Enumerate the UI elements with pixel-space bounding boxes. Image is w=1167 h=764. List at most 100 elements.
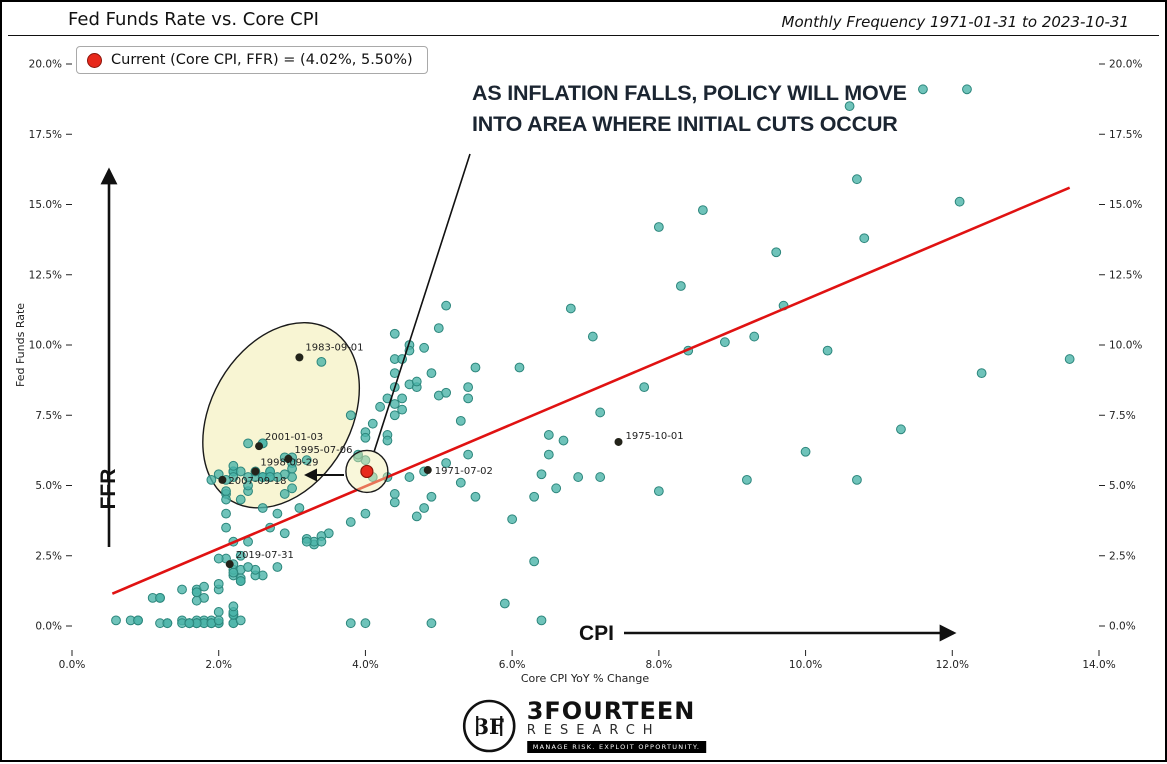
scatter-points — [111, 84, 1075, 629]
scatter-point — [213, 615, 224, 626]
scatter-point — [896, 424, 906, 435]
scatter-point — [213, 553, 224, 564]
y-tick-label-right: 12.5% — [1109, 269, 1142, 281]
scatter-point — [272, 562, 283, 572]
scatter-point — [213, 578, 224, 589]
annotation-callout: AS INFLATION FALLS, POLICY WILL MOVE INT… — [472, 78, 907, 140]
scatter-point — [111, 615, 121, 626]
scatter-point — [397, 404, 408, 415]
scatter-point — [287, 483, 297, 494]
scatter-point — [749, 331, 760, 342]
scatter-point — [184, 618, 195, 629]
scatter-point — [852, 474, 862, 485]
scatter-point — [162, 618, 173, 629]
scatter-point — [367, 418, 378, 429]
scatter-point — [345, 618, 356, 629]
scatter-point — [397, 393, 408, 404]
scatter-point — [543, 449, 554, 460]
scatter-point — [719, 337, 730, 348]
y-tick-label-right: 17.5% — [1109, 129, 1142, 141]
scatter-point — [852, 174, 862, 185]
y-tick-label: 5.0% — [35, 480, 62, 492]
axis-ticks: 0.0% 0.0% 2.5% 2.5% 5.0% 5.0% 7.5% 7.5% 10.0% 10.… — [29, 59, 1143, 672]
scatter-point — [976, 368, 987, 379]
scatter-point — [235, 550, 246, 561]
scatter-point — [697, 205, 708, 216]
scatter-point — [375, 401, 386, 412]
scatter-point — [573, 472, 584, 482]
scatter-point — [257, 503, 268, 513]
point-date-label: 2007-09-18 — [228, 476, 286, 487]
initial-cuts-ellipse — [202, 321, 361, 509]
ffr-arrow-label: FFR — [97, 469, 120, 510]
current-point-dot — [360, 464, 374, 479]
scatter-point — [206, 474, 217, 485]
point-date-label: 1995-07-06 — [294, 445, 352, 456]
current-point-marker-icon — [87, 52, 102, 68]
scatter-point — [389, 328, 400, 339]
annotation-pointer-line — [373, 153, 471, 453]
y-tick-label: 7.5% — [35, 410, 62, 422]
scatter-point — [360, 618, 371, 629]
scatter-point — [470, 491, 481, 502]
labeled-point — [423, 466, 432, 475]
y-tick-label: 10.0% — [29, 340, 62, 352]
annotation-line-1: AS INFLATION FALLS, POLICY WILL MOVE — [472, 81, 907, 105]
x-tick-label: 12.0% — [936, 659, 969, 671]
scatter-point — [587, 331, 598, 342]
scatter-point — [470, 362, 481, 373]
scatter-point — [243, 480, 253, 491]
x-tick-label: 14.0% — [1082, 659, 1115, 671]
scatter-point — [221, 494, 231, 505]
scatter-point — [272, 508, 283, 519]
scatter-point — [389, 497, 400, 508]
scatter-point — [463, 393, 474, 404]
scatter-point — [595, 472, 606, 482]
y-tick-label: 2.5% — [35, 550, 62, 562]
scatter-point — [441, 458, 452, 468]
scatter-point — [441, 300, 452, 311]
scatter-point — [221, 522, 231, 533]
y-tick-label-right: 10.0% — [1109, 340, 1142, 352]
scatter-point — [455, 415, 466, 426]
labeled-point — [255, 442, 264, 451]
point-date-label: 1975-10-01 — [626, 431, 684, 442]
scatter-point — [741, 474, 752, 485]
legend-box: Current (Core CPI, FFR) = (4.02%, 5.50%) — [76, 46, 428, 74]
scatter-point — [419, 342, 430, 353]
scatter-point — [771, 247, 782, 258]
scatter-point — [316, 356, 327, 367]
scatter-point — [228, 460, 239, 471]
header-divider — [8, 35, 1159, 36]
current-point — [360, 464, 374, 479]
y-tick-label: 0.0% — [35, 621, 62, 633]
scatter-point — [419, 503, 430, 513]
scatter-point — [426, 368, 437, 379]
scatter-point — [463, 449, 474, 460]
x-tick-label: 2.0% — [205, 659, 232, 671]
scatter-point — [543, 430, 554, 440]
scatter-point — [235, 466, 246, 477]
scatter-point — [301, 455, 312, 466]
scatter-point — [389, 489, 400, 499]
labeled-point — [614, 437, 623, 446]
x-tick-label: 0.0% — [59, 659, 86, 671]
y-tick-label: 12.5% — [29, 269, 62, 281]
scatter-point — [822, 345, 833, 356]
x-tick-label: 10.0% — [789, 659, 822, 671]
scatter-point — [639, 382, 650, 393]
scatter-point — [565, 303, 576, 314]
scatter-point — [221, 486, 231, 497]
x-axis-title: Core CPI YoY % Change — [521, 672, 650, 685]
point-date-label: 1983-09-01 — [305, 342, 363, 353]
scatter-point — [177, 584, 187, 595]
scatter-point — [228, 567, 239, 578]
scatter-point — [243, 438, 253, 449]
scatter-point — [301, 536, 312, 547]
brand-subname: RESEARCH — [526, 723, 661, 738]
y-tick-label-right: 15.0% — [1109, 199, 1142, 211]
scatter-point — [426, 491, 437, 502]
y-tick-label: 20.0% — [29, 59, 62, 71]
